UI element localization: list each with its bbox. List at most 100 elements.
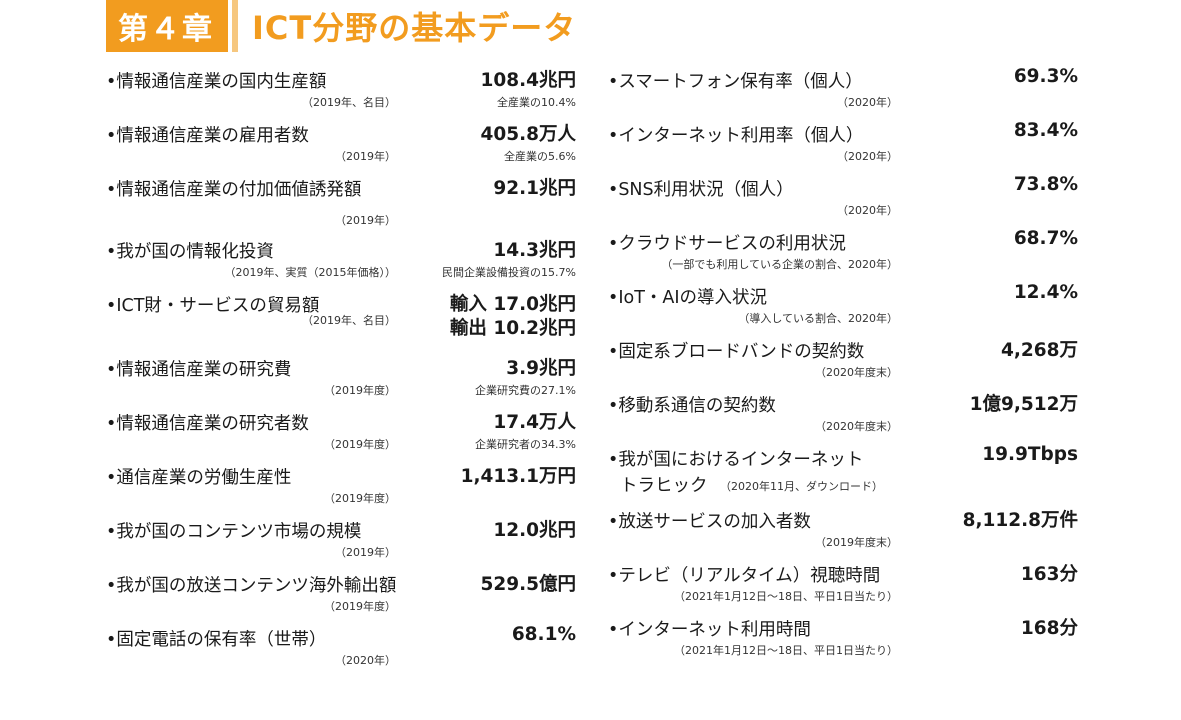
stat-value: 68.1%: [511, 624, 576, 645]
stat-iot-ai: •IoT・AIの導入状況 12.4% （導入している割合、2020年）: [608, 280, 1078, 334]
stat-note: （2020年）: [335, 654, 396, 667]
stat-label: •インターネット利用率（個人）: [608, 126, 864, 146]
stat-subnote: 全産業の10.4%: [497, 96, 576, 109]
stat-label: •IoT・AIの導入状況: [608, 288, 768, 308]
stat-internet-usage: •インターネット利用率（個人） 83.4% （2020年）: [608, 118, 1078, 172]
stat-it-investment: •我が国の情報化投資 14.3兆円 （2019年、実質（2015年価格）） 民間…: [106, 234, 576, 288]
stat-value: 1億9,512万: [969, 394, 1078, 415]
page-title: ICT分野の基本データ: [252, 9, 577, 47]
stat-subnote: 全産業の5.6%: [504, 150, 576, 163]
stat-value: 17.4万人: [493, 412, 576, 433]
stat-label: •インターネット利用時間: [608, 620, 811, 640]
stat-note: （2019年）: [335, 546, 396, 559]
stat-subnote: 企業研究費の27.1%: [475, 384, 576, 397]
stat-value: 1,413.1万円: [460, 466, 576, 487]
stat-label: •スマートフォン保有率（個人）: [608, 72, 863, 92]
stat-mobile-contracts: •移動系通信の契約数 1億9,512万 （2020年度末）: [608, 388, 1078, 442]
stat-label: •情報通信産業の雇用者数: [106, 126, 309, 146]
stat-label: •我が国のコンテンツ市場の規模: [106, 522, 362, 542]
stat-ict-trade: •ICT財・サービスの貿易額 輸入 17.0兆円 輸出 10.2兆円 （2019…: [106, 288, 576, 352]
stat-note: （2020年）: [837, 96, 898, 109]
stat-label-continued: トラヒック: [620, 476, 708, 496]
stat-note: （2020年度末）: [815, 420, 898, 433]
stat-label: •テレビ（リアルタイム）視聴時間: [608, 566, 881, 586]
stat-broadcast-export: •我が国の放送コンテンツ海外輸出額 529.5億円 （2019年度）: [106, 568, 576, 622]
stat-smartphone: •スマートフォン保有率（個人） 69.3% （2020年）: [608, 64, 1078, 118]
stat-value: 12.4%: [1013, 282, 1078, 303]
stat-note: （2019年）: [335, 214, 396, 227]
stat-value-added: •情報通信産業の付加価値誘発額 92.1兆円 （2019年）: [106, 172, 576, 234]
stat-value: 4,268万: [1000, 340, 1078, 361]
stat-value: 8,112.8万件: [962, 510, 1078, 531]
chapter-divider: [232, 0, 238, 52]
stat-fixed-phone: •固定電話の保有率（世帯） 68.1% （2020年）: [106, 622, 576, 676]
stat-value: 83.4%: [1013, 120, 1078, 141]
stat-labor-productivity: •通信産業の労働生産性 1,413.1万円 （2019年度）: [106, 460, 576, 514]
stat-tv-viewing-time: •テレビ（リアルタイム）視聴時間 163分 （2021年1月12日～18日、平日…: [608, 558, 1078, 612]
stat-label: •我が国の放送コンテンツ海外輸出額: [106, 576, 397, 596]
stat-label: •情報通信産業の研究者数: [106, 414, 309, 434]
stat-value: 405.8万人: [480, 124, 576, 145]
stat-domestic-production: •情報通信産業の国内生産額 108.4兆円 （2019年、名目） 全産業の10.…: [106, 64, 576, 118]
stat-value: 92.1兆円: [493, 178, 576, 199]
stat-value-export: 輸出 10.2兆円: [449, 318, 576, 339]
stat-value: 168分: [1020, 618, 1078, 639]
stat-label: •我が国の情報化投資: [106, 242, 274, 262]
stat-label: •固定系ブロードバンドの契約数: [608, 342, 865, 362]
stat-label: •通信産業の労働生産性: [106, 468, 292, 488]
stat-note: （導入している割合、2020年）: [738, 312, 898, 325]
stat-label: •クラウドサービスの利用状況: [608, 234, 846, 254]
stat-value: 163分: [1020, 564, 1078, 585]
stat-internet-traffic: •我が国におけるインターネット トラヒック 19.9Tbps （2020年11月…: [608, 442, 1078, 504]
stat-value: 69.3%: [1013, 66, 1078, 87]
stat-note: （2019年度）: [324, 384, 396, 397]
stat-label: •情報通信産業の研究費: [106, 360, 292, 380]
stat-note: （2020年）: [837, 150, 898, 163]
stat-note: （2019年度）: [324, 492, 396, 505]
stat-researchers: •情報通信産業の研究者数 17.4万人 （2019年度） 企業研究者の34.3%: [106, 406, 576, 460]
stat-value: 12.0兆円: [493, 520, 576, 541]
chapter-badge: 第４章: [106, 0, 228, 52]
left-stat-list: •情報通信産業の国内生産額 108.4兆円 （2019年、名目） 全産業の10.…: [106, 64, 576, 676]
stat-label: •移動系通信の契約数: [608, 396, 776, 416]
stat-value: 14.3兆円: [493, 240, 576, 261]
stat-broadcast-subscribers: •放送サービスの加入者数 8,112.8万件 （2019年度末）: [608, 504, 1078, 558]
stat-note: （2019年度）: [324, 600, 396, 613]
stat-value-import: 輸入 17.0兆円: [449, 294, 576, 315]
stat-note: （2020年11月、ダウンロード）: [720, 480, 883, 493]
stat-sns: •SNS利用状況（個人） 73.8% （2020年）: [608, 172, 1078, 226]
stat-label: •情報通信産業の付加価値誘発額: [106, 180, 362, 200]
stat-value: 108.4兆円: [480, 70, 576, 91]
stat-subnote: 民間企業設備投資の15.7%: [442, 266, 576, 279]
stat-note: （2021年1月12日～18日、平日1日当たり）: [674, 644, 898, 657]
stat-value: 68.7%: [1013, 228, 1078, 249]
stat-note: （2019年度末）: [815, 536, 898, 549]
chapter-header: 第４章 ICT分野の基本データ: [106, 0, 576, 52]
right-stat-list: •スマートフォン保有率（個人） 69.3% （2020年） •インターネット利用…: [608, 64, 1078, 666]
stat-cloud: •クラウドサービスの利用状況 68.7% （一部でも利用している企業の割合、20…: [608, 226, 1078, 280]
stat-note: （2019年、名目）: [302, 96, 396, 109]
stat-note: （2019年度）: [324, 438, 396, 451]
stat-value: 73.8%: [1013, 174, 1078, 195]
stat-content-market: •我が国のコンテンツ市場の規模 12.0兆円 （2019年）: [106, 514, 576, 568]
stat-note: （2019年）: [335, 150, 396, 163]
stat-label: •固定電話の保有率（世帯）: [106, 630, 327, 650]
stat-fixed-broadband: •固定系ブロードバンドの契約数 4,268万 （2020年度末）: [608, 334, 1078, 388]
stat-value: 3.9兆円: [506, 358, 576, 379]
stat-label: •情報通信産業の国内生産額: [106, 72, 327, 92]
stat-note: （2020年度末）: [815, 366, 898, 379]
stat-value: 529.5億円: [480, 574, 576, 595]
stat-internet-time: •インターネット利用時間 168分 （2021年1月12日～18日、平日1日当た…: [608, 612, 1078, 666]
stat-note: （2019年、名目）: [302, 314, 396, 327]
stat-label: •放送サービスの加入者数: [608, 512, 811, 532]
stat-note: （一部でも利用している企業の割合、2020年）: [661, 258, 898, 271]
stat-value: 19.9Tbps: [982, 444, 1078, 465]
stat-subnote: 企業研究者の34.3%: [475, 438, 576, 451]
stat-label: •SNS利用状況（個人）: [608, 180, 794, 200]
stat-label: •我が国におけるインターネット: [608, 450, 864, 470]
stat-label: •ICT財・サービスの貿易額: [106, 296, 320, 316]
stat-employees: •情報通信産業の雇用者数 405.8万人 （2019年） 全産業の5.6%: [106, 118, 576, 172]
stat-research-cost: •情報通信産業の研究費 3.9兆円 （2019年度） 企業研究費の27.1%: [106, 352, 576, 406]
stat-note: （2020年）: [837, 204, 898, 217]
stat-note: （2021年1月12日～18日、平日1日当たり）: [674, 590, 898, 603]
